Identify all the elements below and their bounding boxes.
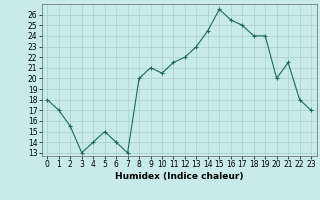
X-axis label: Humidex (Indice chaleur): Humidex (Indice chaleur) [115,172,244,181]
